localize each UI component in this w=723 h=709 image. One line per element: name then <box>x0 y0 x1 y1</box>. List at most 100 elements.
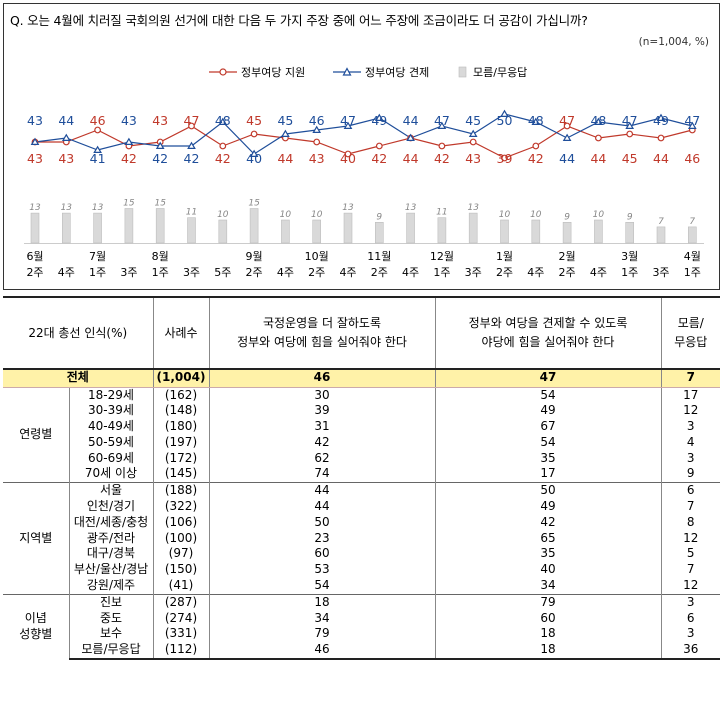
total-dk: 7 <box>661 368 720 388</box>
row-dk: 6 <box>661 482 720 500</box>
row-label: 보수 <box>69 626 154 643</box>
dk-bar-label: 10 <box>593 210 605 220</box>
dk-bar-label: 13 <box>61 203 73 213</box>
header-dk-line2: 무응답 <box>674 335 708 349</box>
row-check: 49 <box>435 499 662 515</box>
check-point <box>61 133 71 141</box>
row-dk: 3 <box>686 626 695 641</box>
check-data-label: 48 <box>215 113 231 128</box>
x-tick-week: 2주 <box>496 266 513 279</box>
row-support: 53 <box>209 562 436 579</box>
row-check: 35 <box>435 450 662 467</box>
row-dk: 3 <box>686 450 695 465</box>
row-label: 인천/경기 <box>69 499 154 515</box>
check-data-label: 47 <box>434 113 450 128</box>
check-point <box>374 113 384 121</box>
legend-item-support: 정부여당 지원 <box>209 64 305 80</box>
dk-bar <box>531 219 541 244</box>
row-check: 34 <box>435 578 662 595</box>
group-label-line: 성향별 <box>19 626 53 641</box>
check-point <box>30 137 40 145</box>
group-label-line: 연령별 <box>19 426 53 441</box>
check-point <box>187 141 196 149</box>
row-support: 34 <box>209 610 436 627</box>
row-check: 42 <box>435 514 662 531</box>
x-tick-month: 6월 <box>26 250 43 263</box>
table-row: 60-69세 (172) 62 35 3 <box>3 450 720 467</box>
table-row: 대구/경북 (97) 60 35 5 <box>3 546 720 563</box>
header-support-line2: 정부와 여당에 힘을 실어줘야 한다 <box>237 335 407 349</box>
check-data-label: 50 <box>497 113 513 128</box>
support-data-label: 42 <box>371 151 387 166</box>
total-label: 전체 <box>3 368 154 388</box>
row-dk: 36 <box>661 642 720 661</box>
support-data-label: 42 <box>121 151 137 166</box>
row-label: 서울 <box>69 482 154 500</box>
trend-chart-panel: Q. 오는 4월에 치러질 국회의원 선거에 대한 다음 두 가지 주장 중에 … <box>3 3 720 290</box>
row-label: 진보 <box>69 593 154 611</box>
support-point <box>94 126 101 134</box>
support-data-label: 43 <box>152 113 168 128</box>
x-tick-month: 7월 <box>89 250 106 263</box>
legend-check-label: 정부여당 견제 <box>365 66 430 79</box>
row-n: (148) <box>153 403 210 420</box>
row-support: 23 <box>209 530 436 547</box>
support-point <box>375 142 383 150</box>
check-point <box>93 145 102 153</box>
check-data-label: 47 <box>684 113 700 128</box>
x-tick-week: 4주 <box>277 266 294 279</box>
row-dk: 3 <box>686 419 695 434</box>
x-tick-month: 9월 <box>246 250 263 263</box>
x-tick-month: 8월 <box>152 250 169 263</box>
row-label: 70세 이상 <box>69 466 154 483</box>
x-tick-month: 2월 <box>559 250 576 263</box>
row-support: 46 <box>209 642 436 661</box>
dk-bar <box>437 217 447 244</box>
header-dk: 모름/ 무응답 <box>661 296 720 370</box>
check-data-label: 44 <box>559 151 575 166</box>
x-tick-month: 3월 <box>621 250 638 263</box>
table-row: 이념 성향별 진보 (287) 18 79 3 <box>3 593 720 660</box>
x-tick-week: 3주 <box>465 266 482 279</box>
check-data-label: 45 <box>465 113 481 128</box>
support-point <box>657 134 665 142</box>
group-label: 연령별 <box>3 387 70 483</box>
dk-bar-label: 10 <box>499 210 511 220</box>
row-support: 79 <box>209 626 436 643</box>
check-data-label: 49 <box>653 113 669 128</box>
support-point <box>595 134 602 142</box>
row-dk: 9 <box>686 466 695 481</box>
total-check: 47 <box>435 368 662 388</box>
row-label: 대구/경북 <box>69 546 154 563</box>
dk-bar <box>687 226 697 244</box>
dk-bar-label: 13 <box>467 203 479 213</box>
row-check: 49 <box>435 403 662 420</box>
row-support: 31 <box>209 419 436 435</box>
header-n: 사례수 <box>153 296 210 370</box>
total-n: (1,004) <box>153 368 210 388</box>
check-data-label: 41 <box>90 151 106 166</box>
row-n: (106) <box>153 514 210 531</box>
dk-bar-label: 10 <box>530 210 542 220</box>
question-text: Q. 오는 4월에 치러질 국회의원 선거에 대한 다음 두 가지 주장 중에 … <box>10 13 588 28</box>
check-point <box>656 113 666 121</box>
check-point <box>687 121 697 129</box>
row-n: (180) <box>153 419 210 435</box>
row-n: (150) <box>153 562 210 579</box>
header-support-line1: 국정운영을 더 잘하도록 <box>262 316 382 330</box>
check-data-label: 43 <box>27 113 43 128</box>
support-point <box>563 122 571 130</box>
support-point <box>219 142 227 150</box>
dk-bar <box>30 212 40 244</box>
header-support: 국정운영을 더 잘하도록 정부와 여당에 힘을 실어줘야 한다 <box>209 296 436 370</box>
row-dk: 17 <box>683 387 699 402</box>
x-tick-week: 3주 <box>652 266 669 279</box>
row-label: 60-69세 <box>69 450 154 467</box>
support-data-label: 43 <box>27 151 43 166</box>
crosstab-table: 22대 총선 인식(%) 사례수 국정운영을 더 잘하도록 정부와 여당에 힘을… <box>3 296 720 661</box>
dk-bar-label: 9 <box>564 212 570 222</box>
dk-bar <box>93 212 102 244</box>
x-tick-week: 1주 <box>89 266 106 279</box>
row-n: (287) <box>153 593 210 611</box>
row-check: 54 <box>435 434 662 451</box>
